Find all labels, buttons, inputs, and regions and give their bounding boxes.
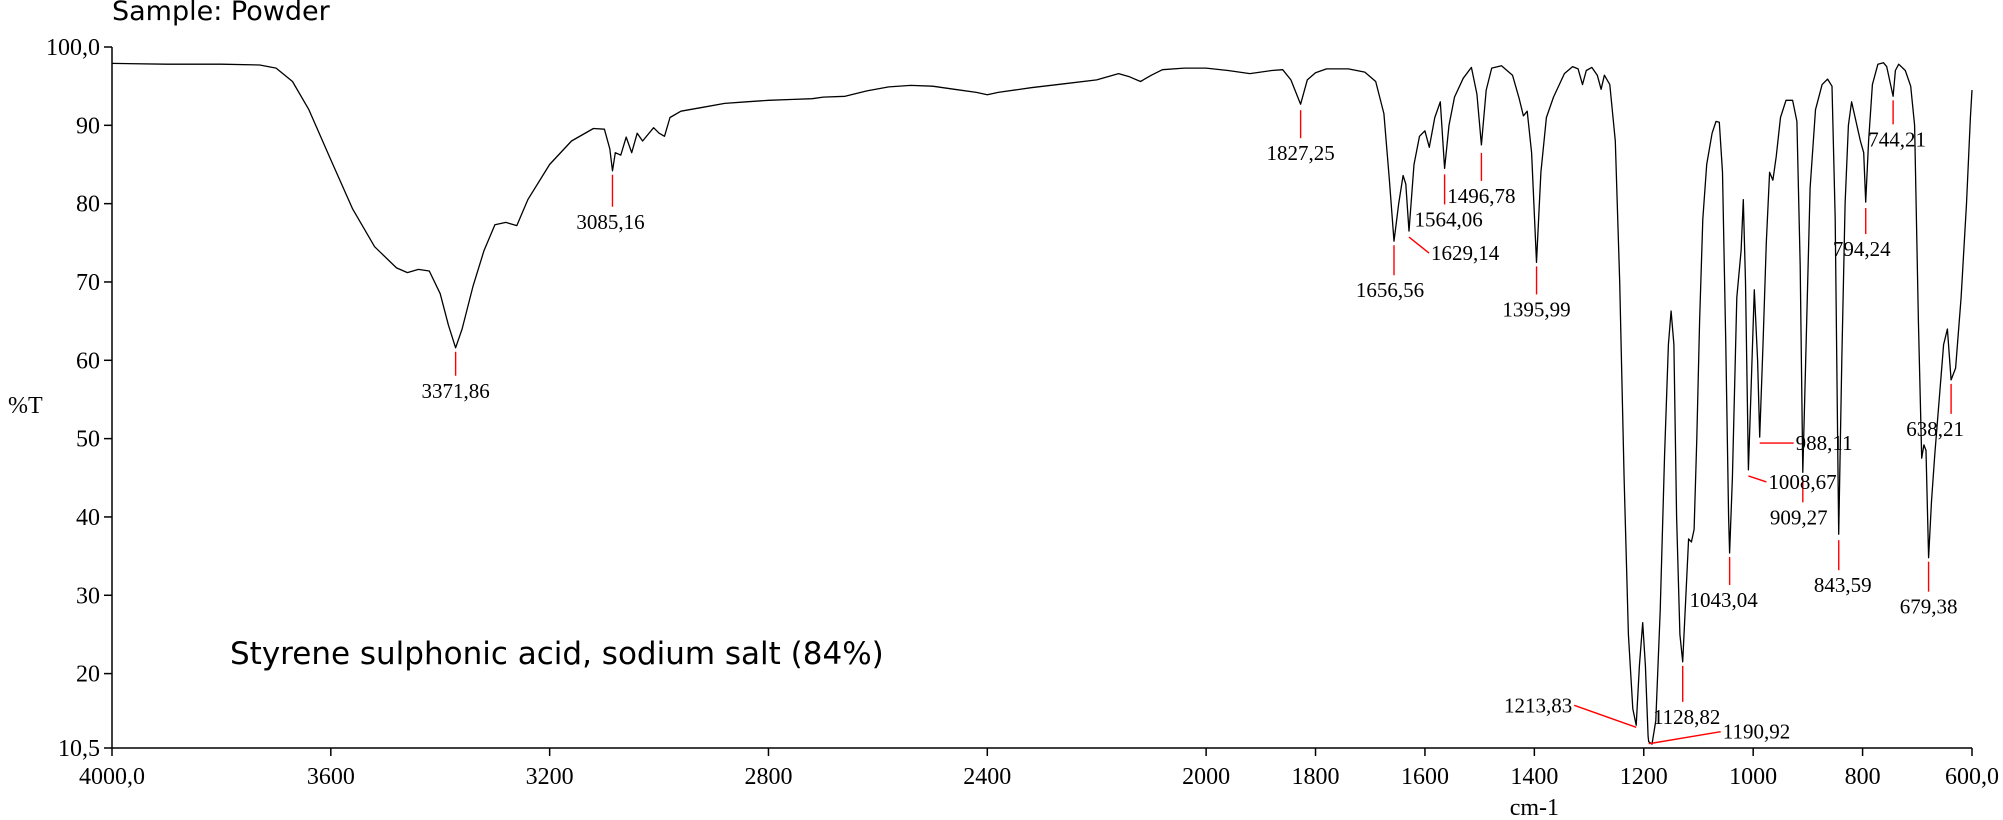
- peak-label: 638,21: [1906, 417, 1964, 441]
- peak-label: 1008,67: [1768, 470, 1836, 494]
- x-tick-label: 3200: [526, 764, 574, 790]
- peak-label: 1496,78: [1447, 184, 1515, 208]
- peak-label: 1395,99: [1502, 297, 1570, 321]
- y-tick-label: 60: [76, 348, 100, 374]
- y-tick-label: 20: [76, 662, 100, 688]
- x-ticks: 4000,0 3600 3200 2800 2400 2000 1800 1600 1400 12…: [79, 748, 1999, 790]
- y-tick-label: 70: [76, 270, 100, 296]
- y-ticks: 100,0 90 80 70 60 50 40 30 20 10,5: [46, 35, 112, 762]
- peak-label: 1043,04: [1690, 588, 1759, 612]
- peak-label: 909,27: [1770, 505, 1828, 529]
- peak-marker: [1408, 236, 1430, 254]
- peak-label: 744,21: [1868, 127, 1926, 151]
- x-tick-label: 1600: [1401, 764, 1449, 790]
- peak-label: 3371,86: [422, 379, 490, 403]
- x-axis-title: cm-1: [1510, 795, 1559, 820]
- compound-annotation: Styrene sulphonic acid, sodium salt (84%…: [230, 636, 884, 672]
- peak-label: 1564,06: [1414, 207, 1482, 231]
- peak-label: 1827,25: [1266, 141, 1334, 165]
- x-tick-label: 1000: [1729, 764, 1777, 790]
- sample-label: Sample: Powder: [112, 0, 331, 27]
- y-tick-label: 80: [76, 192, 100, 218]
- peak-label: 1656,56: [1356, 278, 1424, 302]
- x-tick-label: 600,0: [1945, 764, 1999, 790]
- y-tick-label: 10,5: [58, 736, 100, 762]
- peak-label: 1213,83: [1504, 693, 1572, 717]
- peak-label: 1629,14: [1431, 241, 1500, 265]
- peak-label: 1128,82: [1653, 705, 1720, 729]
- x-tick-label: 4000,0: [79, 764, 145, 790]
- peak-label: 843,59: [1814, 573, 1872, 597]
- peak-marker: [1748, 475, 1767, 483]
- x-tick-label: 3600: [307, 764, 355, 790]
- x-tick-label: 1800: [1292, 764, 1340, 790]
- x-tick-label: 2800: [744, 764, 792, 790]
- peak-label: 3085,16: [576, 210, 644, 234]
- y-axis-title: %T: [8, 393, 43, 419]
- peak-labels: 3371,86 3085,16 1827,25 1656,56 1629,14 1564,…: [422, 127, 1964, 743]
- x-tick-label: 2400: [963, 764, 1011, 790]
- peak-marker: [1573, 704, 1637, 728]
- y-tick-label: 50: [76, 427, 100, 453]
- spectrum-line: [111, 62, 1973, 745]
- peak-label: 679,38: [1900, 595, 1958, 619]
- y-tick-label: 40: [76, 505, 100, 531]
- x-tick-label: 1200: [1620, 764, 1668, 790]
- y-tick-label: 30: [76, 583, 100, 609]
- x-tick-label: 800: [1845, 764, 1881, 790]
- y-tick-label: 90: [76, 113, 100, 139]
- peak-marker: [1648, 731, 1721, 745]
- peak-markers: [454, 100, 1952, 745]
- peak-label: 1190,92: [1723, 720, 1790, 744]
- peak-label: 988,11: [1796, 431, 1853, 455]
- x-tick-label: 2000: [1182, 764, 1230, 790]
- axes: 100,0 90 80 70 60 50 40 30 20 10,5 4000,0 3600 3200…: [46, 35, 1999, 790]
- y-tick-label: 100,0: [46, 35, 100, 61]
- peak-label: 794,24: [1833, 237, 1891, 261]
- x-tick-label: 1400: [1510, 764, 1558, 790]
